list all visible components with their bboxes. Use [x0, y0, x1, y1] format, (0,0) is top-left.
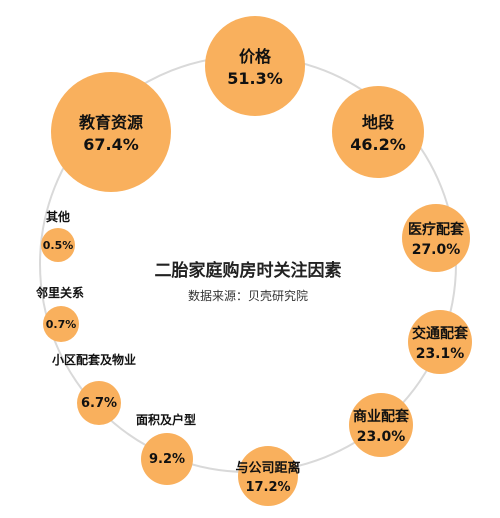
bubble-circle-3 — [408, 310, 472, 374]
chart-subtitle: 数据来源：贝壳研究院 — [188, 288, 308, 303]
bubble-value-7: 6.7% — [81, 396, 117, 411]
bubble-circle-0 — [205, 16, 305, 116]
bubble-value-0: 51.3% — [227, 69, 283, 88]
bubble-1: 地段 46.2% — [332, 86, 424, 178]
bubble-label-7: 小区配套及物业 — [52, 352, 136, 367]
bubble-label-3: 交通配套 — [412, 325, 468, 342]
bubble-circle-9 — [41, 228, 75, 262]
bubble-value-3: 23.1% — [416, 346, 465, 362]
bubble-10: 教育资源 67.4% — [51, 72, 171, 192]
bubble-circle-4 — [349, 393, 413, 457]
bubble-5: 与公司距离 17.2% — [235, 446, 301, 506]
chart-title: 二胎家庭购房时关注因素 — [155, 260, 342, 281]
bubble-6: 面积及户型 9.2% — [136, 412, 196, 485]
bubble-value-1: 46.2% — [350, 135, 406, 154]
bubble-8: 邻里关系 0.7% — [35, 285, 84, 342]
bubble-3: 交通配套 23.1% — [408, 310, 472, 374]
bubble-layer: 价格 51.3% 地段 46.2% 医疗配套 27.0% 交通配套 23.1% 商业配套 23.0… — [35, 16, 472, 506]
bubble-circle-7 — [77, 381, 121, 425]
bubble-label-6: 面积及户型 — [136, 412, 196, 427]
bubble-label-8: 邻里关系 — [35, 285, 84, 300]
bubble-label-10: 教育资源 — [79, 113, 143, 132]
bubble-circle-5 — [238, 446, 298, 506]
bubble-circle-6 — [141, 433, 193, 485]
bubble-label-4: 商业配套 — [353, 408, 409, 425]
bubble-value-6: 9.2% — [149, 452, 185, 467]
bubble-2: 医疗配套 27.0% — [402, 204, 470, 272]
bubble-label-1: 地段 — [362, 113, 395, 132]
bubble-0: 价格 51.3% — [205, 16, 305, 116]
bubble-value-4: 23.0% — [357, 429, 406, 445]
bubble-label-2: 医疗配套 — [408, 221, 464, 238]
bubble-value-8: 0.7% — [46, 318, 77, 331]
bubble-4: 商业配套 23.0% — [349, 393, 413, 457]
bubble-label-0: 价格 — [239, 47, 272, 66]
bubble-circle-8 — [43, 306, 79, 342]
bubble-9: 其他 0.5% — [41, 209, 75, 262]
bubble-7: 小区配套及物业 6.7% — [52, 352, 136, 425]
bubble-label-5: 与公司距离 — [235, 460, 300, 476]
bubble-value-2: 27.0% — [412, 242, 461, 258]
bubble-circle-2 — [402, 204, 470, 272]
bubble-value-9: 0.5% — [43, 239, 74, 252]
bubble-value-10: 67.4% — [83, 135, 139, 154]
bubble-label-9: 其他 — [46, 209, 70, 224]
bubble-circle-1 — [332, 86, 424, 178]
bubble-value-5: 17.2% — [245, 480, 290, 495]
bubble-circle-10 — [51, 72, 171, 192]
